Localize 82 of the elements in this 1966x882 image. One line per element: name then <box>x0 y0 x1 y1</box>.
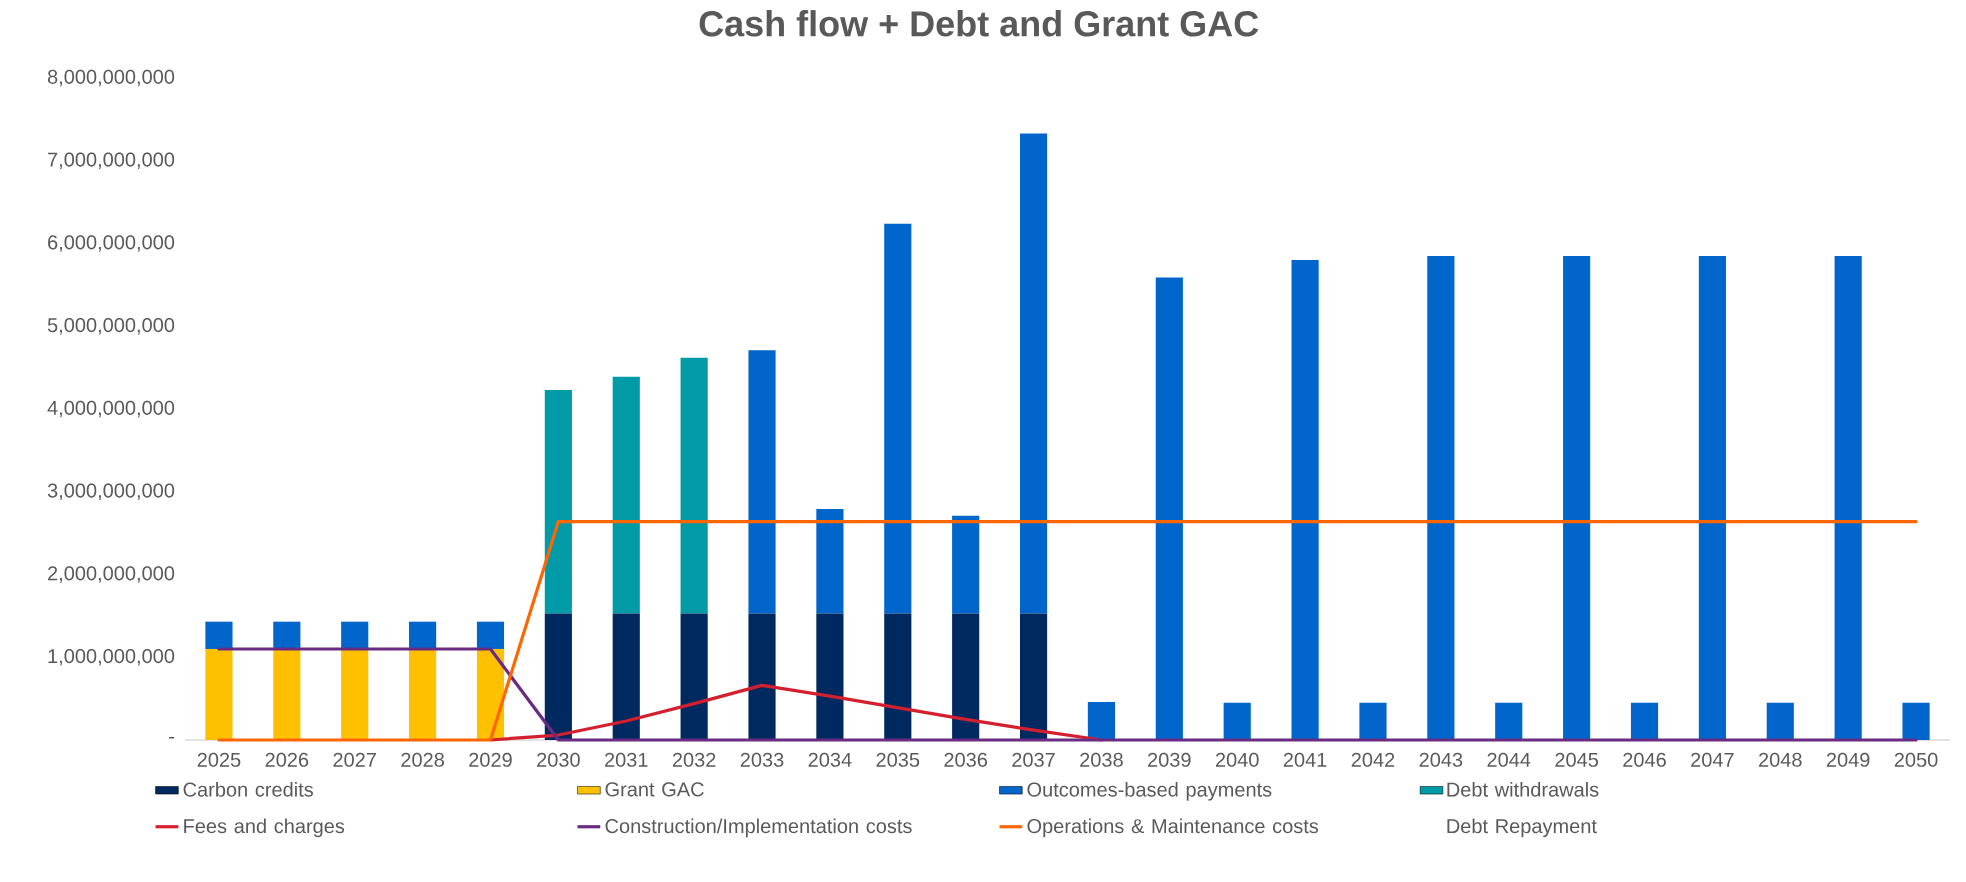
legend-label: Debt withdrawals <box>1447 782 1599 797</box>
x-tick-label: 2036 <box>944 752 988 767</box>
x-tick-label: 2043 <box>1419 752 1463 767</box>
bar <box>1902 702 1930 740</box>
bar <box>884 223 912 614</box>
bar <box>612 376 640 614</box>
bar <box>1427 255 1455 740</box>
bar <box>205 648 233 740</box>
bar <box>1019 613 1048 740</box>
legend-label: Fees and charges <box>184 818 345 838</box>
bar <box>1019 133 1048 614</box>
x-tick-label: 2048 <box>1759 752 1802 767</box>
x-tick-label: 2025 <box>197 752 241 767</box>
x-tick-label: 2042 <box>1351 752 1395 767</box>
bar <box>680 357 708 614</box>
x-tick-label: 2031 <box>605 752 648 767</box>
y-tick-label: - <box>169 736 175 739</box>
bar <box>1291 260 1319 740</box>
x-tick-label: 2030 <box>537 752 580 767</box>
bar <box>409 648 437 740</box>
x-tick-label: 2046 <box>1623 752 1666 767</box>
bar <box>612 613 640 740</box>
x-tick-label: 2034 <box>808 752 852 767</box>
bar <box>544 613 572 740</box>
x-tick-label: 2038 <box>1080 752 1123 767</box>
bar <box>476 621 505 649</box>
x-tick-label: 2049 <box>1826 752 1870 767</box>
y-tick-label: 5,000,000,000 <box>47 317 175 335</box>
x-tick-label: 2029 <box>469 752 512 767</box>
legend-label: Operations & Maintenance costs <box>1027 818 1319 838</box>
x-tick-label: 2026 <box>265 752 309 767</box>
y-tick-label: 3,000,000,000 <box>47 483 175 500</box>
bar <box>341 648 369 740</box>
bar <box>952 613 980 740</box>
y-tick-label: 8,000,000,000 <box>47 69 175 87</box>
x-tick-label: 2037 <box>1012 752 1055 767</box>
legend-label: Grant GAC <box>605 782 704 797</box>
x-tick-label: 2035 <box>876 752 920 767</box>
chart-title: Cash flow + Debt and Grant GAC <box>699 10 1259 37</box>
y-tick-label: 7,000,000,000 <box>48 152 175 169</box>
x-tick-label: 2032 <box>672 752 716 767</box>
x-tick-label: 2041 <box>1283 752 1327 767</box>
x-tick-label: 2040 <box>1215 752 1259 767</box>
bar <box>1630 702 1659 740</box>
bar <box>1155 277 1183 740</box>
bar <box>680 613 708 740</box>
y-tick-label: 1,000,000,000 <box>48 648 175 666</box>
x-tick-label: 2027 <box>333 752 376 767</box>
bar <box>1834 255 1862 740</box>
x-tick-label: 2028 <box>401 752 444 767</box>
bar <box>1766 702 1794 740</box>
bar <box>1359 702 1387 740</box>
x-tick-label: 2044 <box>1487 752 1531 767</box>
legend-label: Construction/Implementation costs <box>605 818 912 838</box>
y-tick-label: 2,000,000,000 <box>48 566 175 583</box>
legend-label: Outcomes-based payments <box>1027 782 1272 801</box>
bar <box>544 389 572 614</box>
bar <box>884 613 912 740</box>
x-tick-label: 2039 <box>1148 752 1191 767</box>
bar <box>1087 701 1116 740</box>
x-tick-label: 2033 <box>740 752 784 767</box>
bar <box>273 648 301 740</box>
bar <box>273 621 301 649</box>
x-tick-label: 2047 <box>1691 752 1734 767</box>
text: Debt Repayment <box>1447 818 1597 838</box>
bar <box>816 509 844 614</box>
legend-label: Carbon credits <box>183 782 313 797</box>
bar <box>748 350 776 614</box>
bar <box>816 613 844 740</box>
y-tick-label: 4,000,000,000 <box>47 400 175 418</box>
bar <box>341 621 369 649</box>
x-tick-label: 2045 <box>1555 752 1599 767</box>
bar <box>1698 255 1726 740</box>
x-tick-label: 2050 <box>1894 752 1938 767</box>
bar <box>1223 702 1251 740</box>
bar <box>409 621 437 649</box>
bar <box>952 515 980 614</box>
bar <box>748 613 776 740</box>
bar <box>1563 255 1591 740</box>
bar <box>205 621 233 649</box>
y-tick-label: 6,000,000,000 <box>48 235 175 252</box>
bar <box>1495 702 1523 740</box>
